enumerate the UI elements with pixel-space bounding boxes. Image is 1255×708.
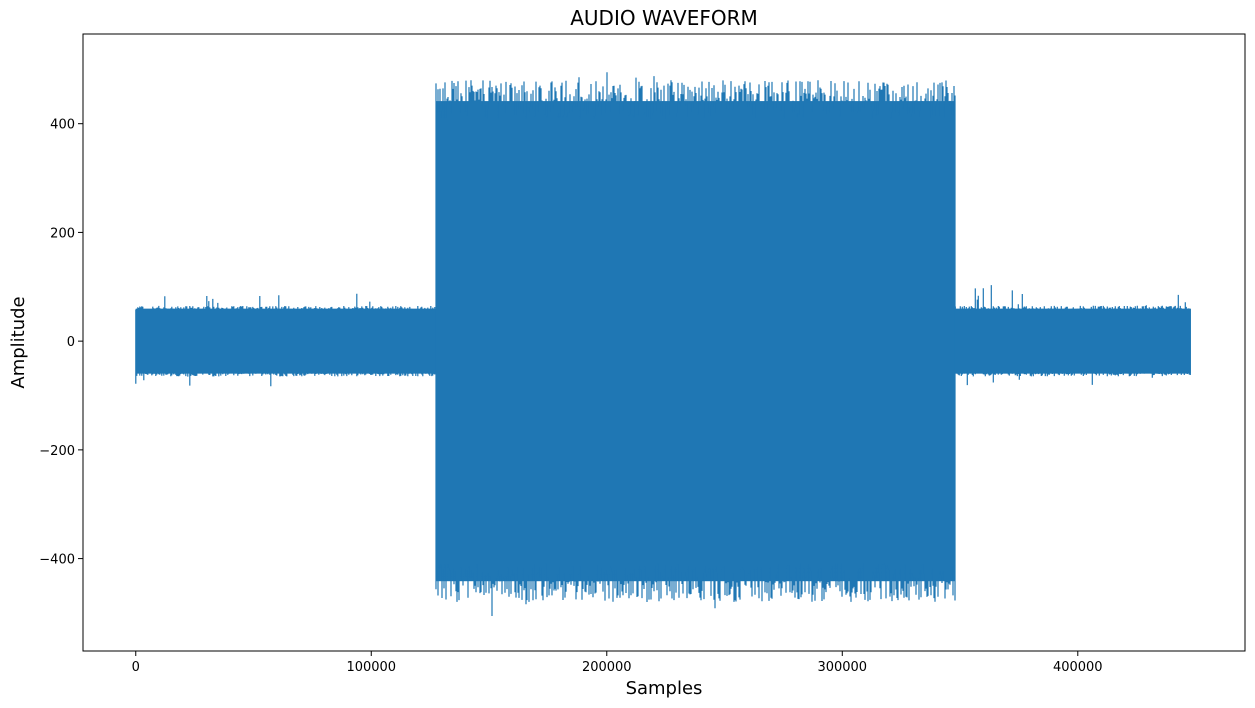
x-axis-label: Samples [626, 678, 703, 699]
y-axis: −400 −200 0 200 400 [39, 118, 83, 568]
chart-title: AUDIO WAVEFORM [570, 6, 758, 30]
waveform-envelope-2 [954, 285, 1191, 386]
y-tick-label: 200 [50, 226, 75, 241]
x-tick-label: 300000 [817, 660, 867, 675]
x-tick-label: 100000 [346, 660, 396, 675]
y-tick-label: 0 [67, 335, 75, 350]
plot-area [82, 33, 1246, 652]
x-axis: 0 100000 200000 300000 400000 [132, 651, 1103, 675]
x-tick-label: 200000 [582, 660, 632, 675]
waveform-envelope-0 [135, 293, 437, 387]
y-axis-label: Amplitude [8, 296, 29, 388]
y-tick-label: −200 [39, 444, 75, 459]
waveform-envelope-1 [435, 72, 956, 616]
x-tick-label: 400000 [1053, 660, 1103, 675]
y-tick-label: 400 [50, 118, 75, 133]
x-tick-label: 0 [132, 660, 140, 675]
y-tick-label: −400 [39, 553, 75, 568]
waveform-series [135, 72, 1191, 616]
